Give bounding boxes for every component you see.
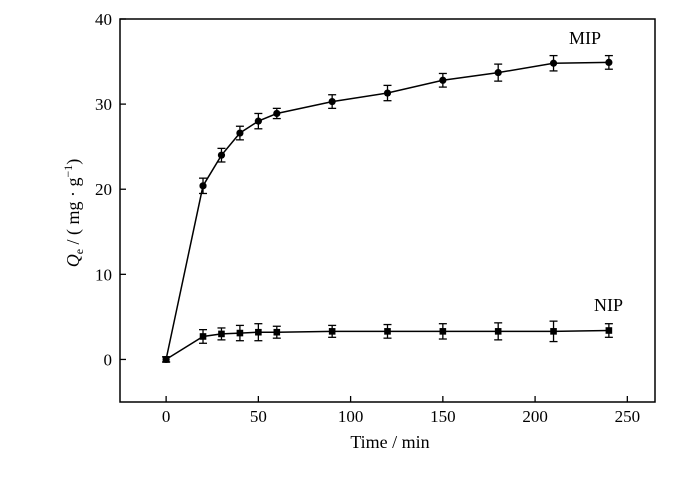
y-tick-label: 0 (104, 350, 113, 369)
data-point (199, 333, 207, 340)
data-point (218, 330, 225, 338)
data-point (255, 328, 262, 336)
series-label-nip: NIP (594, 295, 623, 315)
data-point (605, 327, 613, 334)
x-tick-label: 250 (615, 407, 641, 426)
y-axis-label-close: ) (63, 159, 84, 165)
y-axis-label: Qe / ( mg · g−1) (61, 159, 86, 268)
y-tick-label: 20 (95, 180, 112, 199)
data-point (273, 109, 281, 118)
data-point (199, 182, 207, 190)
y-tick-label: 40 (95, 10, 112, 29)
data-point (162, 356, 170, 363)
data-point (384, 328, 391, 335)
data-point (328, 97, 336, 106)
data-point (236, 129, 244, 137)
data-point (550, 328, 557, 335)
series-mip (162, 54, 613, 364)
data-point (549, 59, 558, 67)
data-point (494, 69, 502, 77)
y-axis-label-main: Q (63, 254, 83, 267)
y-axis-label-unit: / ( mg · g (63, 177, 84, 249)
y-axis-label-sup: −1 (61, 165, 75, 178)
x-axis-label: Time / min (350, 432, 429, 452)
series-area (162, 54, 613, 364)
data-point (328, 328, 336, 335)
axis-ticks: 0 50 100 150 200 250 0 10 20 30 40 (95, 10, 640, 426)
data-point (439, 76, 447, 84)
plot-frame-border (119, 18, 656, 403)
x-tick-label: 150 (430, 407, 456, 426)
y-axis-label-sub: e (72, 249, 86, 254)
x-tick-label: 50 (250, 407, 267, 426)
data-point (236, 329, 244, 337)
series-line-mip (165, 61, 609, 360)
series-label-mip: MIP (569, 28, 601, 48)
x-tick-label: 200 (522, 407, 548, 426)
data-point (273, 328, 281, 336)
data-point (217, 151, 226, 159)
data-point (494, 328, 502, 335)
y-tick-label: 10 (95, 265, 112, 284)
data-point (383, 89, 392, 97)
y-tick-label: 30 (95, 95, 112, 114)
data-point (439, 328, 447, 335)
plot-frame (119, 18, 656, 403)
x-tick-label: 100 (338, 407, 364, 426)
x-tick-label: 0 (162, 407, 171, 426)
series-nip (162, 320, 613, 363)
data-point (605, 58, 613, 67)
data-point (254, 117, 262, 125)
